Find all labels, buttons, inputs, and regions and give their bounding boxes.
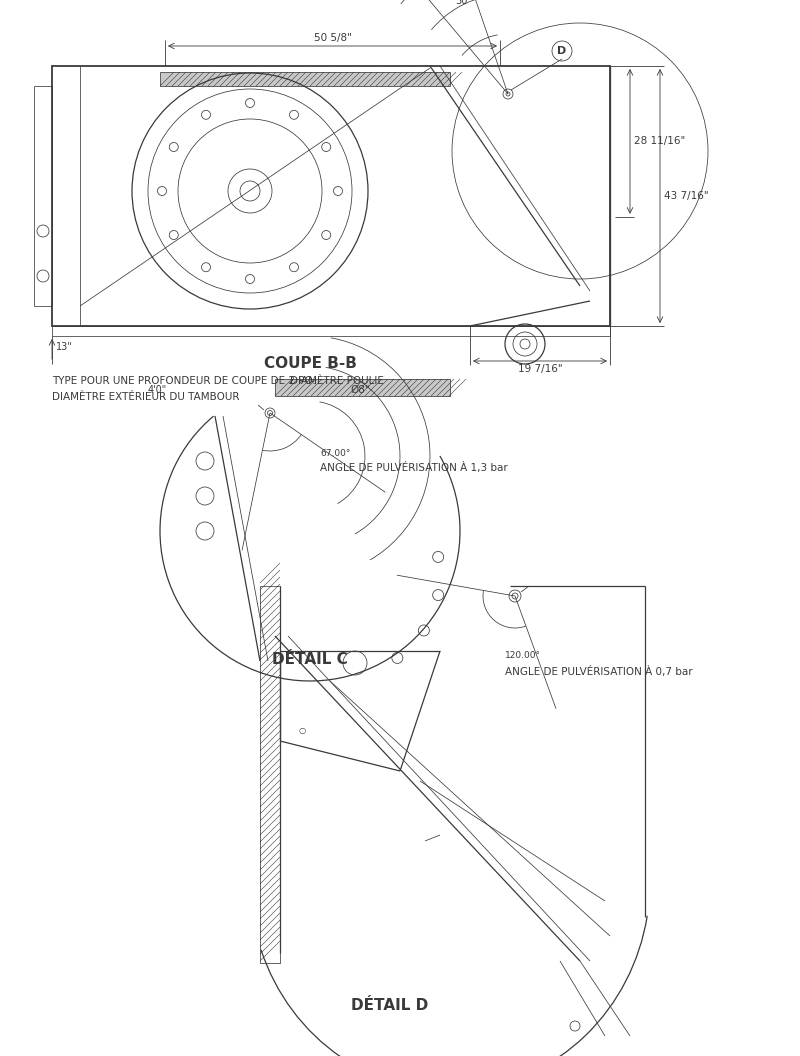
- Text: 4'0": 4'0": [147, 385, 166, 395]
- Bar: [34, 86, 52, 306]
- Bar: [52, 326, 610, 336]
- Text: ANGLE DE PULVÉRISATION À 1,3 bar: ANGLE DE PULVÉRISATION À 1,3 bar: [320, 463, 508, 473]
- Text: 50°: 50°: [455, 0, 473, 5]
- Text: D: D: [558, 46, 566, 56]
- Text: ○: ○: [298, 727, 306, 735]
- Text: 120.00°: 120.00°: [505, 652, 541, 660]
- Text: DÉTAIL D: DÉTAIL D: [351, 999, 429, 1014]
- Text: 19 7/16": 19 7/16": [518, 364, 562, 374]
- Bar: [52, 65, 610, 326]
- Text: TYPE POUR UNE PROFONDEUR DE COUPE DE 2 PO.: TYPE POUR UNE PROFONDEUR DE COUPE DE 2 P…: [52, 376, 316, 386]
- Text: 13": 13": [56, 342, 73, 352]
- Bar: [260, 586, 280, 963]
- Text: DÉTAIL C: DÉTAIL C: [272, 653, 348, 667]
- Bar: [275, 379, 450, 396]
- Text: 50 5/8": 50 5/8": [314, 33, 351, 43]
- Text: Ø8": Ø8": [350, 385, 370, 395]
- Text: COUPE B-B: COUPE B-B: [263, 357, 357, 372]
- Text: 67.00°: 67.00°: [320, 449, 350, 457]
- Text: 43 7/16": 43 7/16": [664, 191, 709, 201]
- Text: ANGLE DE PULVÉRISATION À 0,7 bar: ANGLE DE PULVÉRISATION À 0,7 bar: [505, 665, 693, 677]
- Bar: [160, 72, 450, 86]
- Text: DIAMÈTRE POULIE: DIAMÈTRE POULIE: [290, 376, 384, 386]
- Text: DIAMÈTRE EXTÉRIEUR DU TAMBOUR: DIAMÈTRE EXTÉRIEUR DU TAMBOUR: [52, 392, 239, 402]
- Text: 28 11/16": 28 11/16": [634, 136, 686, 147]
